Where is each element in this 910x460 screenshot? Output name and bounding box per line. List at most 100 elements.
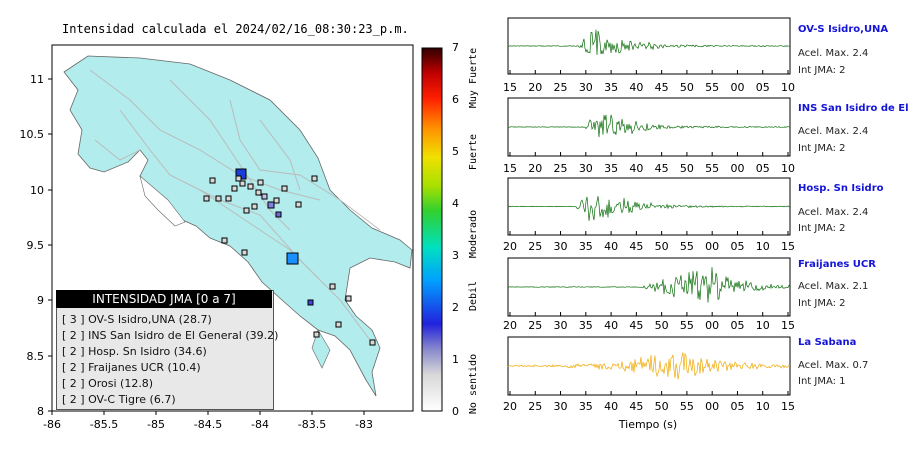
legend-item: [ 3 ] OV-S Isidro,UNA (28.7) bbox=[62, 313, 212, 326]
trace-tick-label: 50 bbox=[655, 400, 669, 413]
trace-tick-label: 40 bbox=[604, 240, 618, 253]
station-int: Int JMA: 2 bbox=[798, 143, 846, 154]
trace-tick-label: 50 bbox=[655, 319, 669, 332]
legend-item: [ 2 ] Fraijanes UCR (10.4) bbox=[62, 361, 201, 374]
station-acel: Acel. Max. 0.7 bbox=[798, 360, 869, 371]
station-marker bbox=[313, 331, 320, 338]
lat-tick: 10 bbox=[30, 184, 44, 197]
station-marker bbox=[221, 237, 228, 244]
station-name: Hosp. Sn Isidro bbox=[798, 183, 884, 194]
station-marker bbox=[295, 201, 302, 208]
station-marker bbox=[247, 183, 254, 190]
seismogram-trace bbox=[507, 267, 791, 303]
station-marker bbox=[281, 185, 288, 192]
lat-tick: 9.5 bbox=[27, 239, 45, 252]
trace-tick-label: 30 bbox=[579, 81, 593, 94]
legend-box bbox=[56, 290, 274, 410]
trace-tick-label: 25 bbox=[554, 81, 568, 94]
trace-tick-label: 15 bbox=[503, 81, 517, 94]
station-marker bbox=[225, 195, 232, 202]
roads bbox=[89, 69, 381, 341]
trace-tick-label: 05 bbox=[756, 162, 770, 175]
lon-tick: -83 bbox=[355, 418, 373, 431]
trace-tick-label: 45 bbox=[629, 319, 643, 332]
station-int: Int JMA: 2 bbox=[798, 298, 846, 309]
station-acel: Acel. Max. 2.4 bbox=[798, 48, 869, 59]
colorbar-label: Fuerte bbox=[468, 134, 479, 170]
colorbar-tick: 2 bbox=[452, 301, 459, 314]
trace-tick-label: 40 bbox=[604, 319, 618, 332]
station-marker bbox=[311, 175, 318, 182]
trace-tick-label: 40 bbox=[629, 81, 643, 94]
station-marker bbox=[203, 195, 210, 202]
trace-tick-label: 40 bbox=[604, 400, 618, 413]
trace-tick-label: 00 bbox=[730, 81, 744, 94]
trace-tick-label: 05 bbox=[730, 400, 744, 413]
station-marker bbox=[235, 175, 242, 182]
trace-tick-label: 55 bbox=[680, 319, 694, 332]
trace-tick-label: 50 bbox=[680, 162, 694, 175]
trace-tick-label: 00 bbox=[705, 400, 719, 413]
trace-tick-label: 55 bbox=[680, 240, 694, 253]
colorbar-tick: 1 bbox=[452, 353, 459, 366]
colorbar-tick: 6 bbox=[452, 93, 459, 106]
station-marker bbox=[275, 211, 282, 218]
lon-tick: -84 bbox=[251, 418, 269, 431]
trace-tick-label: 55 bbox=[705, 81, 719, 94]
trace-tick-label: 30 bbox=[579, 162, 593, 175]
lon-tick: -84.5 bbox=[194, 418, 222, 431]
seismogram-trace bbox=[507, 352, 791, 380]
trace-tick-label: 00 bbox=[705, 240, 719, 253]
trace-tick-label: 35 bbox=[579, 400, 593, 413]
lat-tick: 8.5 bbox=[27, 350, 45, 363]
station-marker bbox=[345, 295, 352, 302]
trace-tick-label: 20 bbox=[503, 400, 517, 413]
seismogram-trace bbox=[507, 114, 791, 138]
trace-tick-label: 45 bbox=[629, 400, 643, 413]
station-marker bbox=[243, 207, 250, 214]
trace-tick-label: 35 bbox=[604, 162, 618, 175]
trace-tick-label: 35 bbox=[604, 81, 618, 94]
seismogram-trace bbox=[507, 196, 791, 221]
station-marker bbox=[369, 339, 376, 346]
trace-tick-label: 10 bbox=[756, 240, 770, 253]
colorbar-label: Moderado bbox=[468, 210, 479, 258]
legend-item: [ 2 ] OV-C Tigre (6.7) bbox=[62, 393, 176, 406]
lat-tick: 8 bbox=[37, 405, 44, 418]
station-name: Fraijanes UCR bbox=[798, 259, 876, 270]
station-marker bbox=[231, 185, 238, 192]
station-acel: Acel. Max. 2.4 bbox=[798, 207, 869, 218]
legend-header: INTENSIDAD JMA [0 a 7] bbox=[56, 290, 272, 308]
colorbar-label: Muy Fuerte bbox=[468, 48, 479, 108]
station-marker bbox=[267, 201, 275, 209]
lon-tick: -83.5 bbox=[298, 418, 326, 431]
station-int: Int JMA: 2 bbox=[798, 65, 846, 76]
trace-tick-label: 20 bbox=[503, 319, 517, 332]
trace-tick-label: 25 bbox=[528, 240, 542, 253]
station-marker bbox=[261, 193, 268, 200]
colorbar-tick: 5 bbox=[452, 145, 459, 158]
trace-tick-label: 45 bbox=[629, 240, 643, 253]
trace-tick-label: 45 bbox=[655, 162, 669, 175]
station-marker bbox=[209, 177, 216, 184]
station-markers bbox=[203, 168, 376, 346]
station-marker bbox=[273, 197, 280, 204]
trace-tick-label: 15 bbox=[503, 162, 517, 175]
colorbar-tick: 3 bbox=[452, 249, 459, 262]
station-name: INS San Isidro de El Ge bbox=[798, 103, 910, 114]
country-shape bbox=[63, 55, 413, 397]
trace-tick-label: 00 bbox=[730, 162, 744, 175]
trace-tick-label: 30 bbox=[554, 240, 568, 253]
lon-tick: -85 bbox=[147, 418, 165, 431]
legend-item: [ 2 ] INS San Isidro de El General (39.2… bbox=[62, 329, 279, 342]
trace-tick-label: 05 bbox=[730, 319, 744, 332]
seismogram-trace bbox=[507, 29, 791, 56]
legend-item: [ 2 ] Hosp. Sn Isidro (34.6) bbox=[62, 345, 207, 358]
station-int: Int JMA: 1 bbox=[798, 376, 846, 387]
trace-tick-label: 30 bbox=[554, 319, 568, 332]
station-marker bbox=[286, 252, 299, 265]
trace-tick-label: 50 bbox=[680, 81, 694, 94]
lat-tick: 9 bbox=[37, 294, 44, 307]
lat-tick: 10.5 bbox=[20, 128, 45, 141]
trace-tick-label: 35 bbox=[579, 240, 593, 253]
